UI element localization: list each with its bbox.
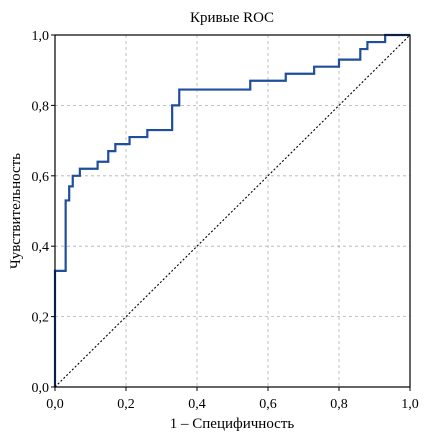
y-tick-label-1: 0,2 [32, 311, 50, 326]
y-tick-label-0: 0,0 [32, 381, 50, 396]
grid [55, 35, 410, 387]
x-axis-title: 1 – Специфичность [170, 416, 295, 432]
x-tick-labels: 0,0 0,2 0,4 0,6 0,8 1,0 [46, 387, 419, 412]
y-tick-label-4: 0,8 [32, 99, 50, 114]
y-tick-labels: 0,0 0,2 0,4 0,6 0,8 1,0 [32, 29, 55, 396]
x-tick-label-2: 0,4 [188, 397, 206, 412]
x-tick-label-5: 1,0 [401, 397, 419, 412]
plot-frame [54, 34, 411, 388]
x-tick-label-1: 0,2 [117, 397, 135, 412]
y-tick-label-2: 0,4 [32, 240, 50, 255]
y-tick-label-3: 0,6 [32, 170, 50, 185]
series-layer [53, 33, 411, 388]
roc-curve-line [53, 33, 410, 387]
x-tick-label-0: 0,0 [46, 397, 64, 412]
reference-diagonal-line [54, 34, 411, 388]
x-tick-label-4: 0,8 [330, 397, 348, 412]
y-tick-label-5: 1,0 [32, 29, 50, 44]
chart-title: Кривые ROC [190, 10, 274, 26]
x-tick-label-3: 0,6 [259, 397, 277, 412]
y-axis-title: Чувствительность [8, 153, 24, 269]
